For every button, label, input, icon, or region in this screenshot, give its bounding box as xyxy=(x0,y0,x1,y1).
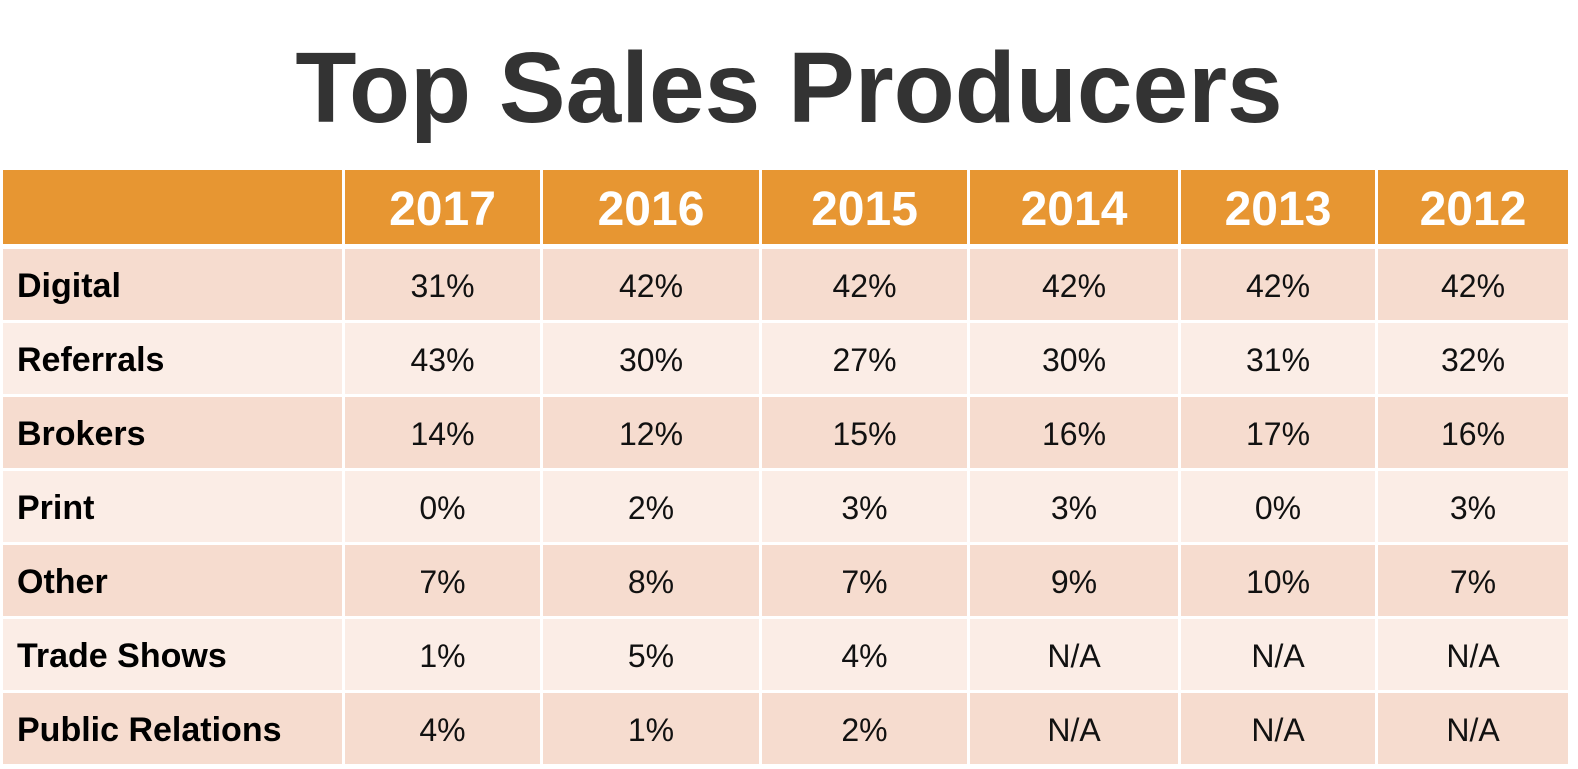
table-cell: 30% xyxy=(540,320,762,397)
table-cell: 14% xyxy=(342,394,543,471)
table-cell: 9% xyxy=(967,542,1181,619)
table-cell: 42% xyxy=(540,245,762,323)
table-cell: N/A xyxy=(1178,690,1378,767)
table-cell: N/A xyxy=(1178,616,1378,693)
row-label: Brokers xyxy=(0,394,345,471)
row-label: Public Relations xyxy=(0,690,345,767)
table-cell: 2% xyxy=(759,690,970,767)
table-cell: N/A xyxy=(967,616,1181,693)
table-cell: 42% xyxy=(759,245,970,323)
table-cell: N/A xyxy=(1375,690,1571,767)
table-cell: 42% xyxy=(1178,245,1378,323)
table-cell: 16% xyxy=(967,394,1181,471)
table-cell: 1% xyxy=(540,690,762,767)
page-title: Top Sales Producers xyxy=(295,32,1283,144)
table-cell: 43% xyxy=(342,320,543,397)
table-cell: 16% xyxy=(1375,394,1571,471)
row-label: Referrals xyxy=(0,320,345,397)
table-row: Trade Shows 1% 5% 4% N/A N/A N/A xyxy=(0,616,1571,693)
year-header: 2016 xyxy=(540,167,762,249)
table-cell: 5% xyxy=(540,616,762,693)
table-cell: 10% xyxy=(1178,542,1378,619)
table-cell: 3% xyxy=(759,468,970,545)
table-row: Referrals 43% 30% 27% 30% 31% 32% xyxy=(0,320,1571,397)
table-cell: 3% xyxy=(1375,468,1571,545)
row-label: Trade Shows xyxy=(0,616,345,693)
table-cell: 7% xyxy=(342,542,543,619)
table-row: Other 7% 8% 7% 9% 10% 7% xyxy=(0,542,1571,619)
sales-table: 2017 2016 2015 2014 2013 2012 Digital 31… xyxy=(0,167,1571,767)
year-header: 2013 xyxy=(1178,167,1378,249)
table-cell: 8% xyxy=(540,542,762,619)
table-cell: 31% xyxy=(1178,320,1378,397)
table-cell: 17% xyxy=(1178,394,1378,471)
table-row: Public Relations 4% 1% 2% N/A N/A N/A xyxy=(0,690,1571,767)
row-label: Other xyxy=(0,542,345,619)
header-row: 2017 2016 2015 2014 2013 2012 xyxy=(0,167,1571,249)
table-cell: 0% xyxy=(1178,468,1378,545)
year-header: 2014 xyxy=(967,167,1181,249)
year-header: 2012 xyxy=(1375,167,1571,249)
year-header: 2017 xyxy=(342,167,543,249)
table-cell: 30% xyxy=(967,320,1181,397)
table-row: Print 0% 2% 3% 3% 0% 3% xyxy=(0,468,1571,545)
row-label: Print xyxy=(0,468,345,545)
table-cell: 42% xyxy=(967,245,1181,323)
table-cell: 32% xyxy=(1375,320,1571,397)
table-cell: 7% xyxy=(1375,542,1571,619)
table-cell: 27% xyxy=(759,320,970,397)
header-corner-cell xyxy=(0,167,345,249)
table-cell: 15% xyxy=(759,394,970,471)
year-header: 2015 xyxy=(759,167,970,249)
table-row: Brokers 14% 12% 15% 16% 17% 16% xyxy=(0,394,1571,471)
row-label: Digital xyxy=(0,245,345,323)
table-cell: N/A xyxy=(967,690,1181,767)
table-cell: 4% xyxy=(342,690,543,767)
table-cell: 3% xyxy=(967,468,1181,545)
table-cell: 4% xyxy=(759,616,970,693)
table-cell: 42% xyxy=(1375,245,1571,323)
table-cell: 31% xyxy=(342,245,543,323)
table-cell: 7% xyxy=(759,542,970,619)
table-row: Digital 31% 42% 42% 42% 42% 42% xyxy=(0,245,1571,323)
table-cell: 12% xyxy=(540,394,762,471)
table-cell: N/A xyxy=(1375,616,1571,693)
table-cell: 1% xyxy=(342,616,543,693)
table-cell: 0% xyxy=(342,468,543,545)
table-cell: 2% xyxy=(540,468,762,545)
